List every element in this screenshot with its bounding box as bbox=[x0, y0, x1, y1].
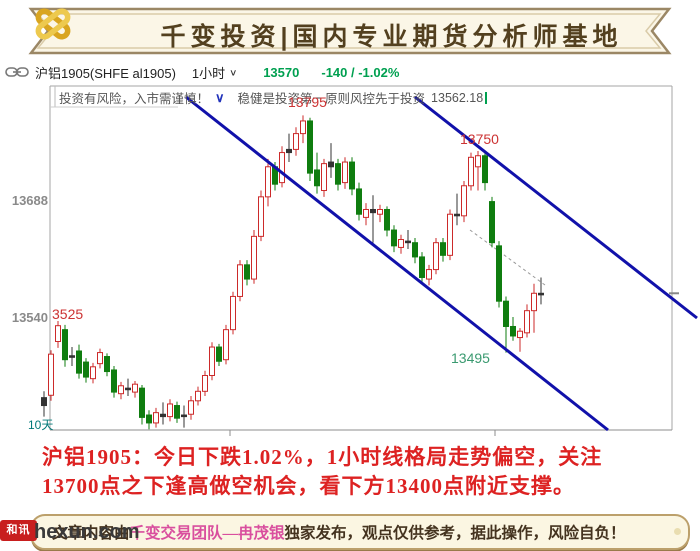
y-axis-label-13688: 13688 bbox=[11, 193, 48, 208]
footer-prefix: 文章内容由 bbox=[52, 525, 130, 542]
text-cursor bbox=[485, 91, 488, 104]
slogan-text: 稳健是投资第一原则风控先于投资 bbox=[237, 92, 426, 106]
price-annotation-high: 13795 bbox=[288, 94, 327, 110]
footer-team-name: 千变交易团队—冉茂银 bbox=[129, 525, 285, 542]
price-annotation-left: 3525 bbox=[52, 306, 84, 322]
commentary-line-1: 沪铝1905：今日下跌1.02%，1小时线格局走势偏空，关注 bbox=[42, 445, 603, 469]
banner: 千变投资|国内专业期货分析师基地 bbox=[28, 6, 672, 56]
risk-warning: 投资有风险，入市需谨慎！ bbox=[59, 92, 210, 106]
gold-knot-icon bbox=[35, 8, 71, 40]
analyst-commentary: 沪铝1905：今日下跌1.02%，1小时线格局走势偏空，关注 13700点之下逢… bbox=[42, 443, 682, 501]
footer-suffix: 独家发布，观点仅供参考，据此操作，风险自负！ bbox=[284, 525, 626, 542]
footer-dot bbox=[674, 528, 681, 535]
chevron-down-icon[interactable]: ∨ bbox=[229, 67, 238, 78]
chart-header: 沪铝1905(SHFE al1905) 1小时 ∨ 13570 -140 / -… bbox=[0, 62, 700, 82]
last-price: 13570 bbox=[263, 64, 300, 80]
x-axis-label: 10天 bbox=[28, 418, 54, 432]
chart-canvas[interactable] bbox=[0, 85, 700, 437]
y-axis-label-13540: 13540 bbox=[11, 310, 48, 325]
blue-chevron-icon: ∨ bbox=[215, 89, 225, 105]
footer-text: 文章内容由千变交易团队—冉茂银独家发布，观点仅供参考，据此操作，风险自负！ bbox=[52, 521, 626, 543]
chain-link-icon[interactable] bbox=[5, 66, 29, 78]
price-change: -140 / -1.02% bbox=[321, 64, 400, 80]
commentary-line-2: 13700点之下逢高做空机会，看下方13400点附近支撑。 bbox=[42, 474, 575, 498]
price-annotation-low: 13495 bbox=[451, 350, 490, 366]
footer-bar: 文章内容由千变交易团队—冉茂银独家发布，观点仅供参考，据此操作，风险自负！ bbox=[30, 514, 690, 550]
quote-value: 13562.18 bbox=[431, 90, 484, 105]
candlestick-chart[interactable]: 投资有风险，入市需谨慎！ ∨ 稳健是投资第一原则风控先于投资 13562.18 … bbox=[0, 85, 700, 437]
hexun-watermark: hexun.com bbox=[34, 521, 140, 543]
period-selector[interactable]: 1小时 ∨ bbox=[192, 63, 237, 82]
hexun-logo: 和讯 bbox=[0, 520, 37, 541]
period-label: 1小时 bbox=[191, 65, 226, 81]
banner-title: 千变投资|国内专业期货分析师基地 bbox=[160, 23, 623, 51]
notice-bar: 投资有风险，入市需谨慎！ ∨ 稳健是投资第一原则风控先于投资 13562.18 bbox=[59, 88, 488, 107]
instrument-name: 沪铝1905(SHFE al1905) bbox=[35, 65, 176, 81]
price-annotation-spike: 13750 bbox=[460, 131, 499, 147]
